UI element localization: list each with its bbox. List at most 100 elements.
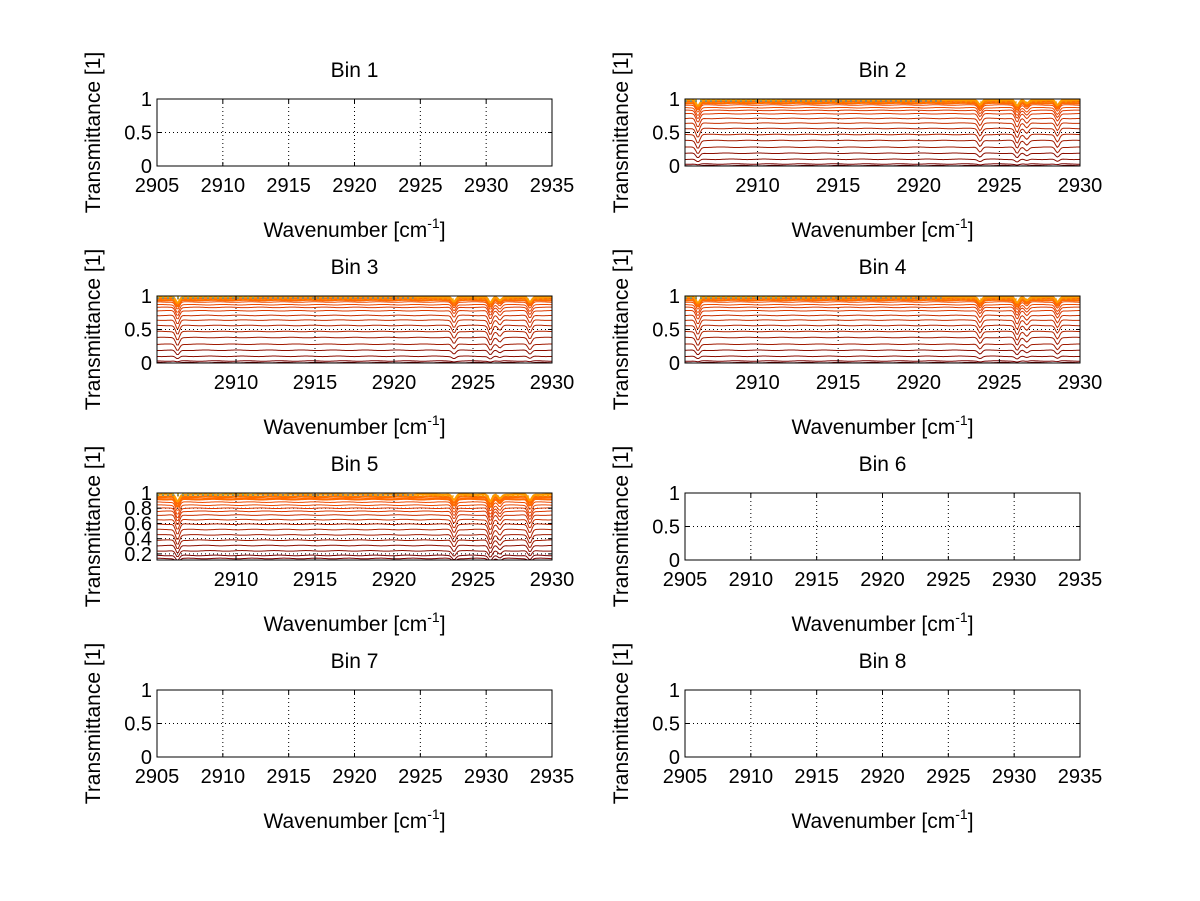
spectrum-line: [157, 497, 552, 509]
x-axis-label-main: Wavenumber [cm: [791, 613, 955, 636]
subplot-title: Bin 7: [331, 650, 379, 673]
spectrum-line: [685, 324, 1080, 336]
spectrum-line: [685, 117, 1080, 128]
spectrum-line: [157, 314, 552, 325]
spectrum-line: [157, 306, 552, 316]
y-tick-label: 1: [669, 89, 680, 111]
spectrum-line: [685, 106, 1080, 116]
y-axis-label: Transmittance [1]: [610, 643, 633, 804]
spectrum-line: [685, 306, 1080, 316]
spectrum-line: [685, 127, 1080, 139]
spectra-group: [685, 296, 1080, 363]
subplot-title: Bin 2: [859, 59, 907, 82]
x-tick-label: 2925: [398, 175, 443, 197]
subplot-title: Bin 6: [859, 453, 907, 476]
x-tick-label: 2915: [816, 175, 861, 197]
x-tick-label: 2920: [332, 175, 377, 197]
x-tick-label: 2915: [266, 766, 311, 788]
x-tick-label: 2925: [926, 569, 971, 591]
spectrum-line: [157, 349, 552, 356]
subplot-5: 2910 2915 2920 2925 2930 0.20.40.60.81 Bin 5 Wa…: [82, 446, 574, 636]
y-tick-label: 0.5: [652, 123, 680, 145]
x-tick-label: 2925: [398, 766, 443, 788]
spectrum-line: [157, 319, 552, 330]
x-tick-label: 2935: [1058, 766, 1103, 788]
subplot-8: 2905 2910 2915 2920 2925 2930 2935 0 0.5 1 Bin 8 Wa…: [610, 643, 1102, 833]
x-axis-label-sup: -1: [955, 806, 968, 822]
spectrum-line: [685, 349, 1080, 356]
y-tick-label: 0.5: [652, 320, 680, 342]
spectrum-line: [685, 146, 1080, 154]
x-axis-label: Wavenumber [cm-1]: [791, 609, 973, 636]
y-tick-label: 0.6: [124, 513, 152, 535]
x-tick-label: 2920: [897, 175, 942, 197]
spectra-group: [157, 296, 552, 363]
spectrum-line: [157, 360, 552, 363]
spectrum-line: [157, 303, 552, 313]
x-tick-label: 2925: [451, 569, 496, 591]
x-tick-label: 2905: [135, 766, 180, 788]
x-tick-label: 2915: [794, 766, 839, 788]
subplot-title: Bin 4: [859, 256, 907, 279]
x-tick-label: 2930: [992, 766, 1037, 788]
spectrum-line: [157, 507, 552, 518]
y-tick-label: 0: [141, 747, 152, 769]
y-tick-label: 0.5: [124, 320, 152, 342]
x-axis-label-sup: -1: [427, 412, 440, 428]
spectra-group: [157, 493, 552, 560]
x-tick-label: 2925: [977, 372, 1022, 394]
spectrum-line: [157, 518, 552, 531]
y-tick-label: 1: [669, 483, 680, 505]
y-tick-label: 0: [669, 747, 680, 769]
x-tick-label: 2910: [214, 372, 259, 394]
x-tick-label: 2920: [860, 569, 905, 591]
spectrum-line: [685, 355, 1080, 360]
spectrum-line: [685, 158, 1080, 163]
axes-background: [685, 493, 1080, 560]
x-axis-label-main: Wavenumber [cm: [263, 613, 427, 636]
x-axis-label-end: ]: [968, 219, 974, 242]
spectrum-line: [685, 303, 1080, 313]
subplot-6: 2905 2910 2915 2920 2925 2930 2935 0 0.5 1 Bin 6 Wa…: [610, 446, 1102, 636]
y-axis-label: Transmittance [1]: [82, 446, 105, 607]
y-tick-label: 0: [669, 550, 680, 572]
x-axis-label-main: Wavenumber [cm: [263, 219, 427, 242]
axes-background: [157, 493, 552, 560]
x-tick-label: 2920: [897, 372, 942, 394]
x-tick-label: 2930: [530, 569, 575, 591]
x-axis-label-main: Wavenumber [cm: [263, 416, 427, 439]
x-tick-label: 2925: [977, 175, 1022, 197]
spectrum-line: [157, 355, 552, 360]
x-tick-label: 2910: [735, 175, 780, 197]
spectrum-line: [157, 544, 552, 554]
x-axis-label: Wavenumber [cm-1]: [791, 806, 973, 833]
x-tick-label: 2920: [860, 766, 905, 788]
x-tick-label: 2920: [372, 372, 417, 394]
spectrum-line: [685, 319, 1080, 330]
x-axis-label-end: ]: [440, 416, 446, 439]
y-tick-label: 0.5: [124, 123, 152, 145]
x-tick-label: 2925: [926, 766, 971, 788]
x-tick-label: 2910: [201, 766, 246, 788]
y-tick-label: 1: [141, 483, 152, 505]
x-axis-label: Wavenumber [cm-1]: [791, 412, 973, 439]
subplot-1: 2905 2910 2915 2920 2925 2930 2935 0 0.5 1 Bin 1 Wa…: [82, 52, 574, 242]
x-tick-label: 2930: [464, 175, 509, 197]
spectrum-line: [157, 501, 552, 512]
y-axis-label: Transmittance [1]: [610, 446, 633, 607]
x-tick-label: 2910: [735, 372, 780, 394]
spectrum-line: [685, 360, 1080, 363]
x-tick-label: 2930: [992, 569, 1037, 591]
y-tick-label: 0.8: [124, 498, 152, 520]
y-tick-label: 0: [141, 156, 152, 178]
x-axis-label-main: Wavenumber [cm: [791, 810, 955, 833]
x-axis-label-main: Wavenumber [cm: [791, 416, 955, 439]
x-axis-label: Wavenumber [cm-1]: [263, 412, 445, 439]
spectrum-line: [157, 539, 552, 550]
spectrum-line: [157, 554, 552, 560]
axes-background: [157, 690, 552, 757]
spectrum-line: [157, 336, 552, 346]
subplot-title: Bin 5: [331, 453, 379, 476]
x-axis-label-end: ]: [968, 810, 974, 833]
